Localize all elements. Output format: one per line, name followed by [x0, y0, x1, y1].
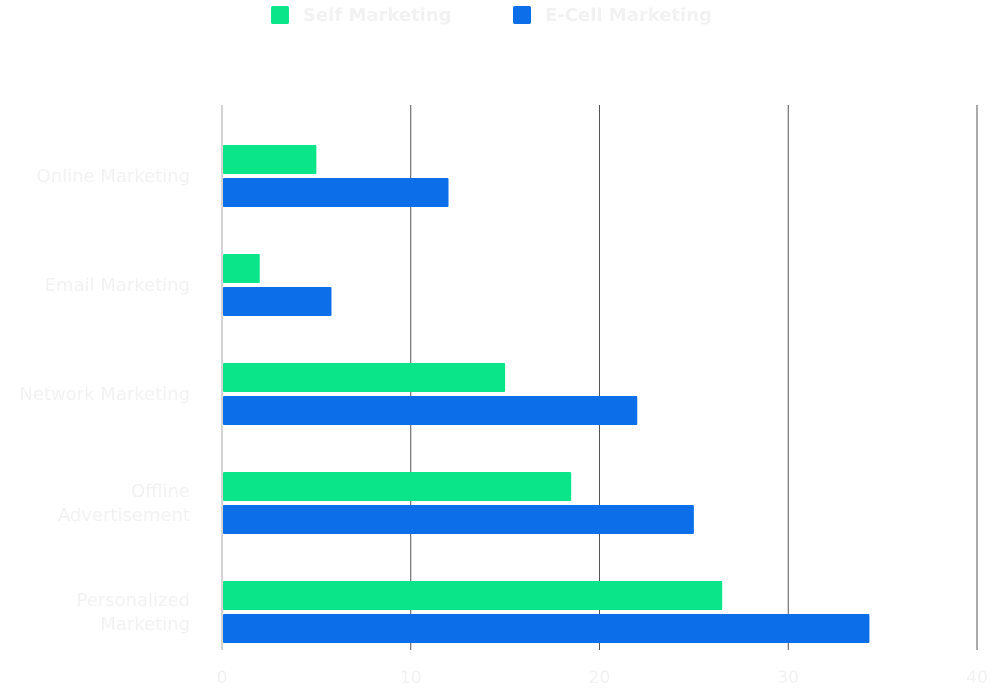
bar-self-marketing: [223, 254, 260, 283]
legend-label-ecell-marketing: E-Cell Marketing: [545, 4, 712, 26]
bar-ecell-marketing: [223, 178, 449, 207]
category-label: Marketing: [100, 614, 190, 635]
x-tick-label: 30: [777, 668, 799, 688]
bar-self-marketing: [223, 581, 723, 610]
chart-legend: Self Marketing E-Cell Marketing: [0, 0, 992, 34]
bar-self-marketing: [223, 363, 506, 392]
bar-ecell-marketing: [223, 614, 870, 643]
x-tick-label: 40: [966, 668, 988, 688]
category-label: Online Marketing: [37, 166, 191, 187]
bar-ecell-marketing: [223, 505, 694, 534]
category-label: Network Marketing: [19, 384, 190, 405]
legend-swatch-ecell-marketing: [513, 6, 531, 24]
legend-swatch-self-marketing: [271, 6, 289, 24]
legend-item-self-marketing: Self Marketing: [271, 3, 452, 27]
category-label: Email Marketing: [45, 275, 190, 296]
bar-self-marketing: [223, 472, 572, 501]
bar-ecell-marketing: [223, 287, 332, 316]
x-tick-label: 10: [400, 668, 422, 688]
x-tick-label: 20: [589, 668, 611, 688]
x-tick-label: 0: [217, 668, 228, 688]
legend-label-self-marketing: Self Marketing: [303, 4, 452, 26]
legend-item-ecell-marketing: E-Cell Marketing: [513, 3, 712, 27]
category-label: Personalized: [77, 590, 190, 611]
category-label: Advertisement: [58, 505, 190, 526]
bar-self-marketing: [223, 145, 317, 174]
bar-ecell-marketing: [223, 396, 638, 425]
category-label: Offline: [131, 481, 190, 502]
